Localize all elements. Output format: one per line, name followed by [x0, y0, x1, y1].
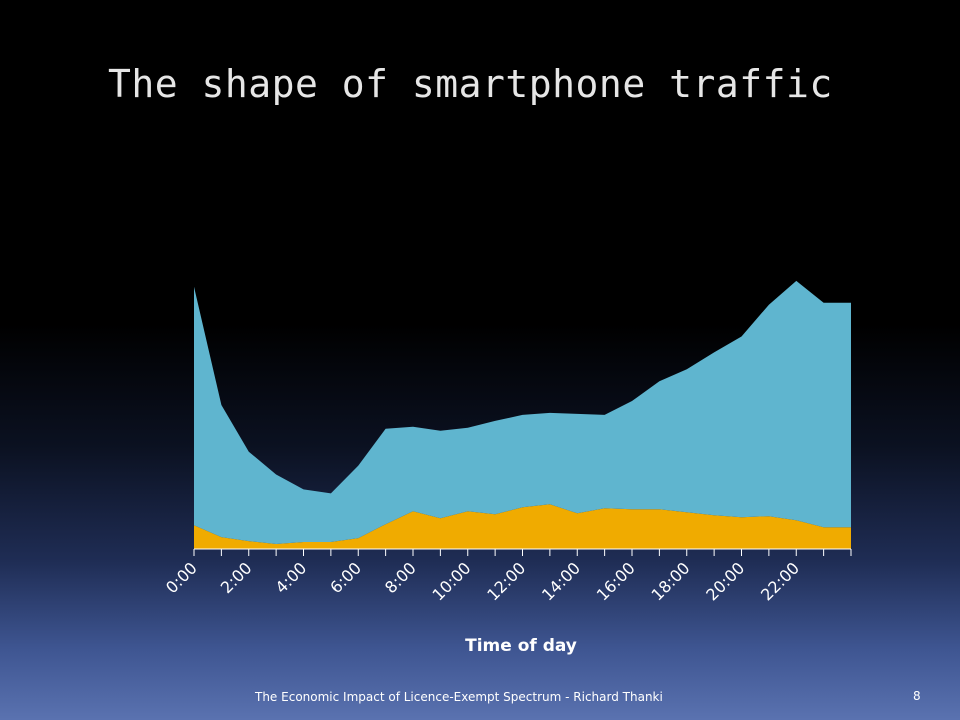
x-tick-label: 10:00	[429, 558, 475, 604]
x-tick-label: 16:00	[593, 558, 639, 604]
x-tick-labels: 0:00 2:00 4:00 6:00 8:00 10:00 12:00 14:00 16:00…	[162, 558, 803, 604]
x-axis	[193, 548, 852, 556]
slide-title: The shape of smartphone traffic	[108, 62, 833, 106]
x-tick-label: 14:00	[538, 558, 584, 604]
x-tick-label: 2:00	[217, 558, 256, 597]
area-series-2	[194, 280, 851, 544]
x-tick-label: 6:00	[326, 558, 365, 597]
footer-text: The Economic Impact of Licence-Exempt Sp…	[255, 690, 663, 704]
area-series-1	[194, 504, 851, 549]
x-tick-label: 18:00	[648, 558, 694, 604]
x-tick-label: 0:00	[162, 558, 201, 597]
x-tick-label: 22:00	[757, 558, 803, 604]
x-tick-label: 12:00	[483, 558, 529, 604]
chart-areas	[194, 280, 851, 549]
x-tick-label: 20:00	[702, 558, 748, 604]
x-tick-label: 8:00	[381, 558, 420, 597]
x-tick-label: 4:00	[271, 558, 310, 597]
x-axis-label: Time of day	[465, 636, 577, 656]
page-number: 8	[913, 689, 921, 703]
